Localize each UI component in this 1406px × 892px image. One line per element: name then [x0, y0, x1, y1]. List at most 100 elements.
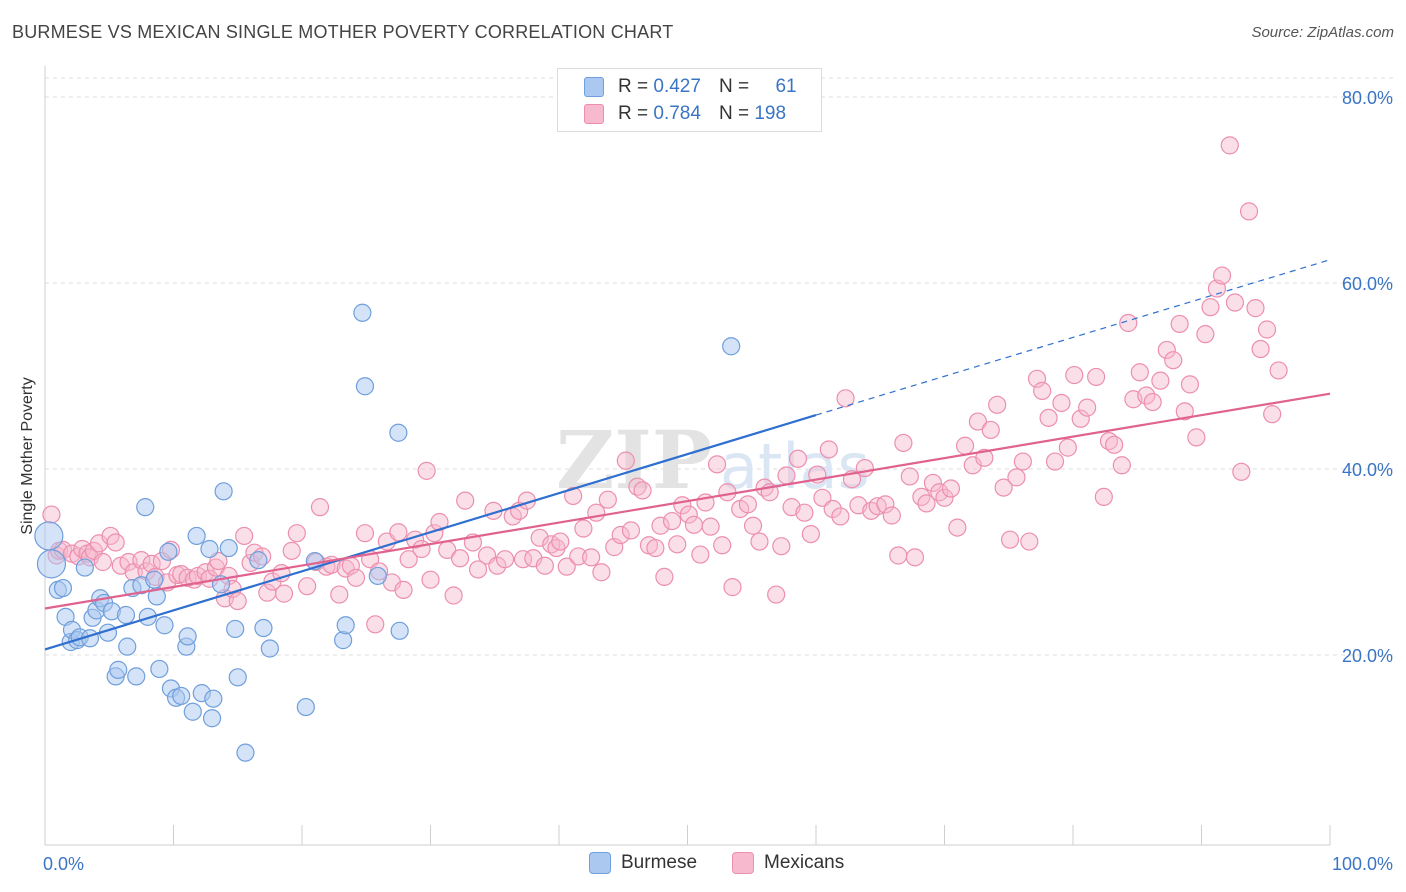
- x-tick-label: 100.0%: [1332, 854, 1393, 874]
- mexicans-point: [235, 526, 254, 546]
- burmese-point: [183, 702, 202, 721]
- mexicans-point: [1232, 462, 1251, 481]
- mexicans-point: [535, 556, 554, 575]
- mexicans-point: [900, 467, 919, 486]
- mexicans-point: [598, 490, 617, 509]
- mexicans-point: [93, 552, 112, 572]
- mexicans-point: [336, 559, 355, 578]
- burmese-point: [260, 639, 279, 658]
- mexicans-point: [530, 528, 549, 547]
- burmese-point: [202, 709, 222, 728]
- mexicans-point: [823, 499, 842, 519]
- mexicans-point: [564, 486, 583, 506]
- mexicans-point: [651, 516, 670, 535]
- mexicans-point: [968, 412, 988, 431]
- mexicans-point: [551, 532, 570, 551]
- mexicans-point: [948, 518, 967, 537]
- mexicans-point: [1201, 298, 1220, 317]
- axes: [44, 66, 1331, 846]
- mexicans-point: [310, 498, 330, 517]
- mexicans-point: [1058, 438, 1077, 457]
- mexicans-point: [1196, 325, 1215, 344]
- mexicans-legend-swatch: [732, 852, 754, 874]
- mexicans-point: [592, 563, 611, 582]
- mexicans-point: [42, 505, 61, 524]
- mexicans-point: [417, 461, 436, 480]
- mexicans-point: [1119, 313, 1138, 333]
- burmese-point: [390, 621, 409, 640]
- burmese-point: [116, 605, 136, 625]
- legend-r-value: 0.784: [653, 103, 701, 124]
- mexicans-point: [209, 551, 228, 571]
- burmese-trend-extension: [815, 259, 1331, 416]
- mexicans-point: [1071, 409, 1090, 428]
- mexicans-point: [1020, 532, 1039, 551]
- y-tick-label: 40.0%: [1342, 460, 1393, 480]
- mexicans-point: [836, 389, 855, 408]
- mexicans-point: [679, 505, 698, 524]
- mexicans-point: [1000, 530, 1020, 549]
- burmese-point: [109, 660, 128, 679]
- mexicans-point: [655, 567, 674, 586]
- mexicans-point: [366, 615, 385, 634]
- mexicans-point: [1039, 408, 1058, 427]
- mexicans-point: [923, 473, 943, 493]
- burmese-point: [118, 637, 137, 656]
- mexicans-point: [738, 495, 757, 514]
- mexicans-point: [988, 395, 1007, 414]
- mexicans-point: [495, 550, 515, 569]
- mexicans-point: [767, 585, 786, 604]
- mexicans-point: [1130, 363, 1149, 382]
- mexicans-point: [468, 560, 488, 579]
- burmese-point: [228, 668, 247, 687]
- burmese-point: [127, 667, 146, 686]
- mexicans-point: [1257, 320, 1277, 339]
- mexicans-point: [1239, 202, 1259, 221]
- mexicans-point: [743, 516, 763, 535]
- burmese-point: [138, 607, 157, 626]
- burmese-point: [145, 570, 164, 589]
- mexicans-point: [917, 494, 936, 513]
- mexicans-point: [981, 420, 1000, 440]
- mexicans-point: [1170, 314, 1189, 334]
- mexicans-point: [1175, 402, 1194, 421]
- mexicans-point: [282, 541, 301, 560]
- burmese-point: [147, 587, 166, 606]
- mexicans-point: [750, 532, 769, 551]
- mexicans-points: [42, 136, 1288, 634]
- mexicans-point: [955, 436, 975, 455]
- mexicans-point: [975, 448, 994, 467]
- mexicans-point: [394, 580, 413, 600]
- burmese-point: [204, 689, 223, 708]
- mexicans-point: [444, 586, 463, 605]
- burmese-point: [178, 627, 197, 646]
- mexicans-point: [801, 524, 820, 544]
- source-label: Source: ZipAtlas.com: [1251, 24, 1394, 41]
- mexicans-point: [819, 440, 838, 459]
- mexicans-point: [662, 511, 682, 531]
- mexicans-point: [1164, 351, 1183, 370]
- burmese-point: [36, 549, 67, 579]
- burmese-point: [254, 618, 273, 638]
- mexicans-point: [1065, 365, 1084, 385]
- mexicans-point: [1013, 452, 1032, 471]
- burmese-point: [159, 542, 178, 561]
- burmese-point: [236, 743, 255, 762]
- legend-row-mexicans: R = 0.784 N = 198: [584, 101, 786, 127]
- mexicans-point: [684, 515, 704, 534]
- mexicans-point: [1246, 299, 1265, 318]
- mexicans-point: [707, 455, 727, 474]
- mexicans-point: [1078, 398, 1097, 417]
- correlation-legend: R = 0.427 N = 61 R = 0.784 N = 198: [557, 68, 822, 132]
- mexicans-point: [1263, 405, 1282, 424]
- burmese-point: [389, 423, 408, 442]
- burmese-point: [226, 619, 245, 639]
- mexicans-point: [228, 591, 247, 611]
- burmese-swatch: [584, 77, 604, 97]
- mexicans-point: [772, 537, 791, 556]
- burmese-point: [336, 616, 355, 635]
- mexicans-point: [412, 539, 431, 559]
- burmese-point: [172, 686, 191, 706]
- mexicans-point: [994, 478, 1013, 497]
- mexicans-point: [1225, 293, 1245, 312]
